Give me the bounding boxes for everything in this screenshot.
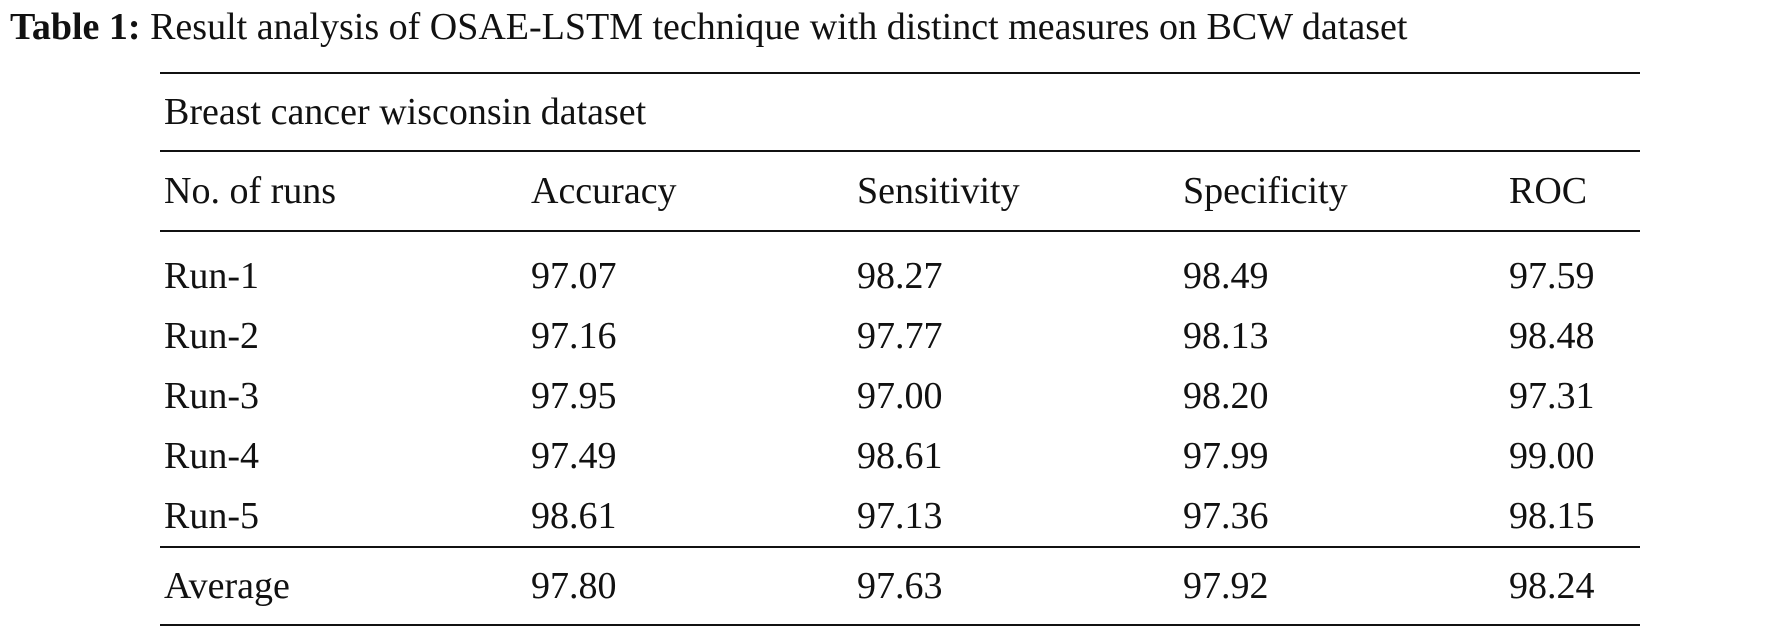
average-accuracy: 97.80 xyxy=(531,565,617,607)
average-sensitivity: 97.63 xyxy=(857,565,943,607)
header-accuracy: Accuracy xyxy=(531,170,677,212)
roc-value: 97.31 xyxy=(1509,375,1595,417)
sensitivity-value: 97.00 xyxy=(857,375,943,417)
header-row: No. of runs Accuracy Sensitivity Specifi… xyxy=(160,152,1640,230)
table-row: Run-3 97.95 97.00 98.20 97.31 xyxy=(160,366,1640,426)
sensitivity-value: 98.61 xyxy=(857,435,943,477)
run-label: Run-4 xyxy=(164,435,259,477)
sensitivity-value: 98.27 xyxy=(857,255,943,297)
accuracy-value: 97.49 xyxy=(531,435,617,477)
accuracy-value: 98.61 xyxy=(531,495,617,537)
average-specificity: 97.92 xyxy=(1183,565,1269,607)
header-specificity: Specificity xyxy=(1183,170,1348,212)
specificity-value: 97.99 xyxy=(1183,435,1269,477)
dataset-rule xyxy=(160,150,1640,152)
table-row: Run-4 97.49 98.61 97.99 99.00 xyxy=(160,426,1640,486)
specificity-value: 97.36 xyxy=(1183,495,1269,537)
header-rule xyxy=(160,230,1640,232)
average-label: Average xyxy=(164,565,290,607)
accuracy-value: 97.95 xyxy=(531,375,617,417)
top-rule xyxy=(160,72,1640,74)
run-label: Run-5 xyxy=(164,495,259,537)
average-rule xyxy=(160,546,1640,548)
specificity-value: 98.13 xyxy=(1183,315,1269,357)
table-caption: Table 1: Result analysis of OSAE-LSTM te… xyxy=(10,4,1780,50)
roc-value: 98.48 xyxy=(1509,315,1595,357)
header-sensitivity: Sensitivity xyxy=(857,170,1020,212)
dataset-title: Breast cancer wisconsin dataset xyxy=(164,91,647,133)
bottom-rule xyxy=(160,624,1640,626)
caption-text: Result analysis of OSAE-LSTM technique w… xyxy=(150,6,1408,48)
specificity-value: 98.20 xyxy=(1183,375,1269,417)
roc-value: 97.59 xyxy=(1509,255,1595,297)
sensitivity-value: 97.13 xyxy=(857,495,943,537)
table-row: Run-2 97.16 97.77 98.13 98.48 xyxy=(160,306,1640,366)
header-roc: ROC xyxy=(1509,170,1588,212)
table-row: Run-1 97.07 98.27 98.49 97.59 xyxy=(160,246,1640,306)
results-table: Breast cancer wisconsin dataset No. of r… xyxy=(160,72,1640,626)
average-roc: 98.24 xyxy=(1509,565,1595,607)
run-label: Run-1 xyxy=(164,255,259,297)
accuracy-value: 97.07 xyxy=(531,255,617,297)
roc-value: 98.15 xyxy=(1509,495,1595,537)
caption-label: Table 1: xyxy=(10,6,141,48)
dataset-row: Breast cancer wisconsin dataset xyxy=(160,74,1640,150)
sensitivity-value: 97.77 xyxy=(857,315,943,357)
table-row: Run-5 98.61 97.13 97.36 98.15 xyxy=(160,486,1640,546)
roc-value: 99.00 xyxy=(1509,435,1595,477)
run-label: Run-2 xyxy=(164,315,259,357)
specificity-value: 98.49 xyxy=(1183,255,1269,297)
average-row: Average 97.80 97.63 97.92 98.24 xyxy=(160,548,1640,624)
header-runs: No. of runs xyxy=(164,170,337,212)
accuracy-value: 97.16 xyxy=(531,315,617,357)
run-label: Run-3 xyxy=(164,375,259,417)
